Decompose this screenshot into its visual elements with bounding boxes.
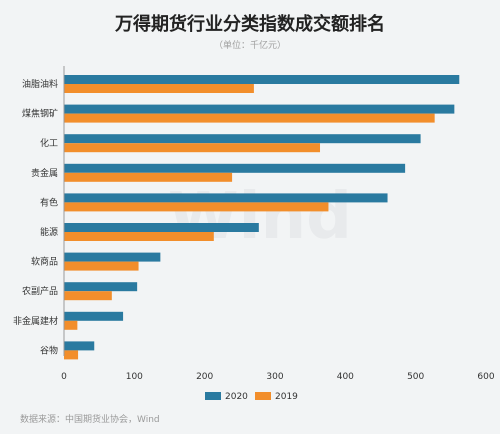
bar-2020-9 bbox=[64, 311, 124, 321]
bar-2020-4 bbox=[64, 163, 406, 173]
legend-swatch-2020 bbox=[205, 392, 221, 400]
category-label: 油脂油料 bbox=[22, 78, 58, 90]
x-tick-label: 300 bbox=[266, 372, 283, 382]
category-label: 贵金属 bbox=[31, 167, 58, 179]
bar-2020-8 bbox=[64, 282, 138, 292]
category-label: 农副产品 bbox=[22, 285, 58, 297]
bar-2020-3 bbox=[64, 134, 421, 144]
watermark: Wind bbox=[168, 180, 352, 254]
x-tick-label: 600 bbox=[477, 372, 494, 382]
legend-swatch-2019 bbox=[255, 392, 271, 400]
x-tick-label: 200 bbox=[196, 372, 213, 382]
bar-2020-7 bbox=[64, 252, 161, 262]
bar-2020-2 bbox=[64, 104, 455, 114]
x-tick-label: 500 bbox=[407, 372, 424, 382]
category-label: 非金属建材 bbox=[13, 315, 58, 327]
category-label: 谷物 bbox=[40, 344, 58, 356]
bar-2020-5 bbox=[64, 193, 388, 203]
category-label: 化工 bbox=[40, 137, 58, 149]
bar-2019-10 bbox=[64, 350, 79, 360]
bar-2019-9 bbox=[64, 320, 78, 330]
x-tick-label: 100 bbox=[126, 372, 143, 382]
category-label: 能源 bbox=[40, 226, 58, 238]
legend: 2020 2019 bbox=[205, 392, 298, 402]
bar-2020-6 bbox=[64, 223, 259, 232]
source-note: 数据来源：中国期货业协会，Wind bbox=[20, 413, 160, 425]
chart-subtitle: （单位：千亿元） bbox=[214, 39, 286, 51]
category-label: 软商品 bbox=[31, 256, 58, 268]
category-label: 有色 bbox=[40, 196, 58, 208]
bars-group bbox=[64, 75, 460, 360]
bar-2019-6 bbox=[64, 232, 214, 241]
x-axis-ticks: 0 100 200 300 400 500 600 bbox=[61, 372, 495, 382]
category-label: 煤焦钢矿 bbox=[22, 108, 58, 120]
bar-2019-7 bbox=[64, 261, 139, 271]
bar-2019-4 bbox=[64, 172, 233, 182]
bar-2019-8 bbox=[64, 291, 112, 301]
bar-2019-2 bbox=[64, 113, 435, 123]
bar-2020-10 bbox=[64, 341, 95, 351]
bar-2019-3 bbox=[64, 143, 321, 153]
bar-2019-1 bbox=[64, 84, 254, 93]
x-tick-label: 0 bbox=[61, 372, 67, 382]
chart-title: 万得期货行业分类指数成交额排名 bbox=[114, 13, 385, 35]
legend-label-2019: 2019 bbox=[275, 392, 298, 402]
bar-2020-1 bbox=[64, 75, 460, 84]
x-tick-label: 400 bbox=[337, 372, 354, 382]
bar-2019-5 bbox=[64, 202, 329, 212]
legend-label-2020: 2020 bbox=[225, 392, 248, 402]
